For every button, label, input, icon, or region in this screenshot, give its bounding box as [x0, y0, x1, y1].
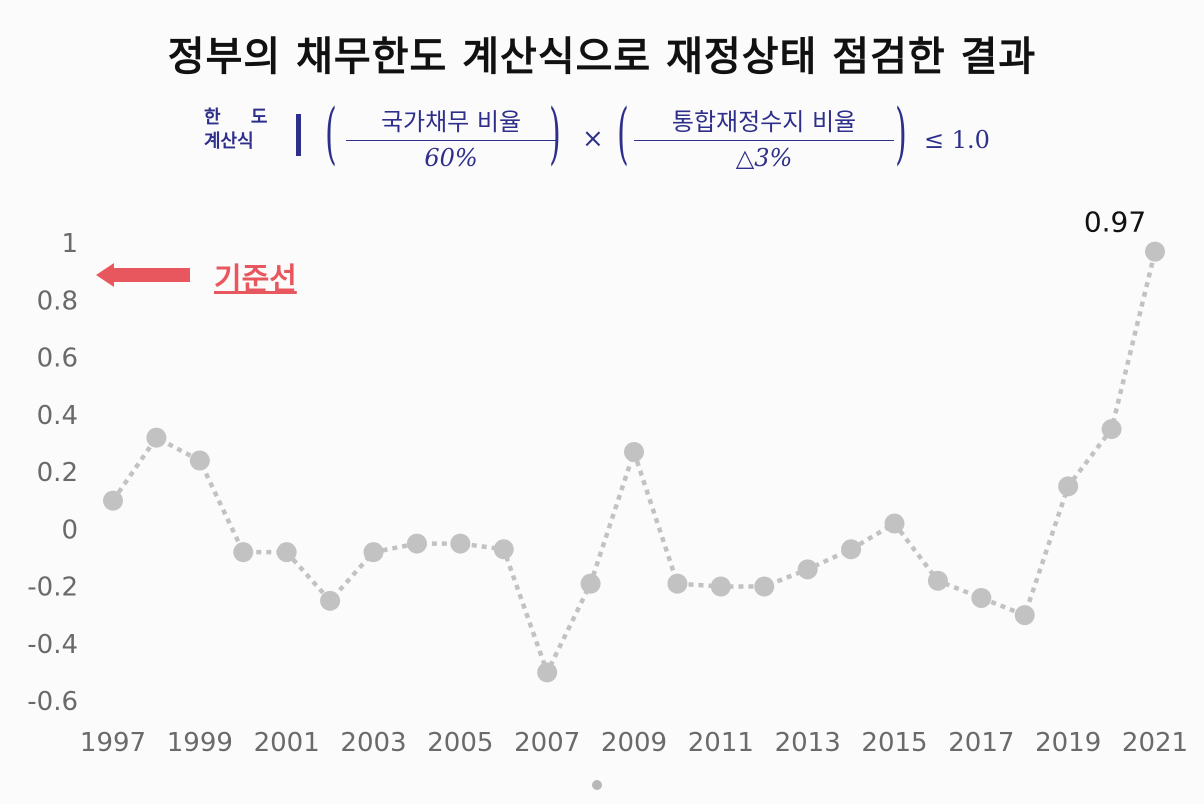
x-tick-label: 2017	[948, 728, 1014, 758]
left-arrow-icon	[96, 263, 114, 287]
x-tick-label: 2005	[427, 728, 493, 758]
x-tick-label: 2011	[688, 728, 754, 758]
y-axis-ticks: 1 0.8 0.6 0.4 0.2 0 -0.2 -0.4 -0.6	[27, 229, 78, 717]
data-point	[624, 441, 644, 462]
data-point	[1101, 419, 1122, 440]
series-points	[103, 241, 1165, 683]
data-point	[927, 570, 948, 591]
x-tick-label: 1997	[80, 728, 146, 758]
fraction-debt-denominator: 60%	[424, 144, 478, 172]
fraction-debt-numerator: 국가채무 비율	[346, 102, 556, 141]
data-point	[406, 533, 427, 554]
y-tick-label: -0.2	[27, 573, 78, 603]
y-tick-label: -0.6	[27, 687, 78, 717]
data-point	[667, 573, 688, 594]
arrow-shaft	[110, 268, 190, 282]
fraction-balance: 통합재정수지 비율 △3%	[634, 102, 894, 172]
data-point	[189, 450, 210, 471]
x-tick-label: 2003	[340, 728, 406, 758]
data-point	[103, 490, 123, 511]
formula-condition: ≤ 1.0	[924, 126, 990, 154]
y-tick-label: 0.6	[37, 344, 78, 374]
fraction-balance-numerator: 통합재정수지 비율	[634, 102, 894, 141]
data-point	[233, 542, 254, 563]
y-tick-label: 0	[61, 515, 78, 545]
data-point	[971, 587, 992, 608]
x-tick-label: 2015	[861, 728, 927, 758]
y-tick-label: 0.4	[37, 401, 78, 431]
right-paren-1: )	[549, 95, 561, 172]
formula-divider	[296, 114, 301, 156]
left-paren-1: (	[325, 95, 337, 172]
reference-line-label: 기준선	[214, 262, 297, 297]
data-point	[146, 427, 167, 448]
data-point	[493, 539, 514, 560]
data-point	[710, 576, 731, 597]
y-tick-label: 1	[61, 229, 78, 259]
x-tick-label: 2013	[775, 728, 841, 758]
multiply-sign: ×	[582, 124, 604, 154]
data-point	[841, 539, 862, 560]
series-line	[111, 251, 1158, 679]
data-point	[450, 533, 471, 554]
data-point	[797, 559, 818, 580]
y-tick-label: 0.2	[37, 458, 78, 488]
chart-title: 정부의 채무한도 계산식으로 재정상태 점검한 결과	[167, 34, 1037, 80]
left-paren-2: (	[617, 95, 629, 172]
data-point	[580, 573, 601, 594]
fraction-debt: 국가채무 비율 60%	[346, 102, 556, 172]
data-point	[1058, 476, 1079, 497]
y-tick-label: -0.4	[27, 630, 78, 660]
data-point	[1014, 605, 1035, 626]
x-tick-label: 2001	[254, 728, 320, 758]
x-tick-label: 2019	[1035, 728, 1101, 758]
data-point	[276, 542, 297, 563]
data-point	[537, 662, 558, 683]
data-point	[754, 576, 775, 597]
x-tick-label: 2007	[514, 728, 580, 758]
limit-formula: 한 도 계산식 ( 국가채무 비율 60% ) × ( 통합재정수지 비율 △3…	[200, 95, 1020, 180]
data-point	[884, 513, 905, 534]
data-labels: 0.97	[1084, 206, 1146, 239]
y-tick-label: 0.8	[37, 286, 78, 316]
right-paren-2: )	[895, 95, 907, 172]
formula-label: 한 도 계산식	[204, 106, 279, 154]
x-tick-label: 2009	[601, 728, 667, 758]
data-point	[363, 542, 384, 563]
series-lines	[111, 251, 1158, 679]
x-axis-ticks: 1997 1999 2001 2003 2005 2007 2009 2011 2013 2015…	[80, 728, 1188, 758]
x-tick-label: 1999	[167, 728, 233, 758]
x-tick-label: 2021	[1122, 728, 1188, 758]
fraction-balance-denominator: △3%	[735, 144, 793, 172]
formula-label-line1: 한 도	[204, 107, 280, 128]
data-label: 0.97	[1084, 206, 1146, 239]
data-point	[1145, 241, 1165, 262]
formula-label-line2: 계산식	[204, 131, 254, 152]
data-point	[320, 590, 341, 611]
page-indicator-dot	[592, 780, 602, 790]
